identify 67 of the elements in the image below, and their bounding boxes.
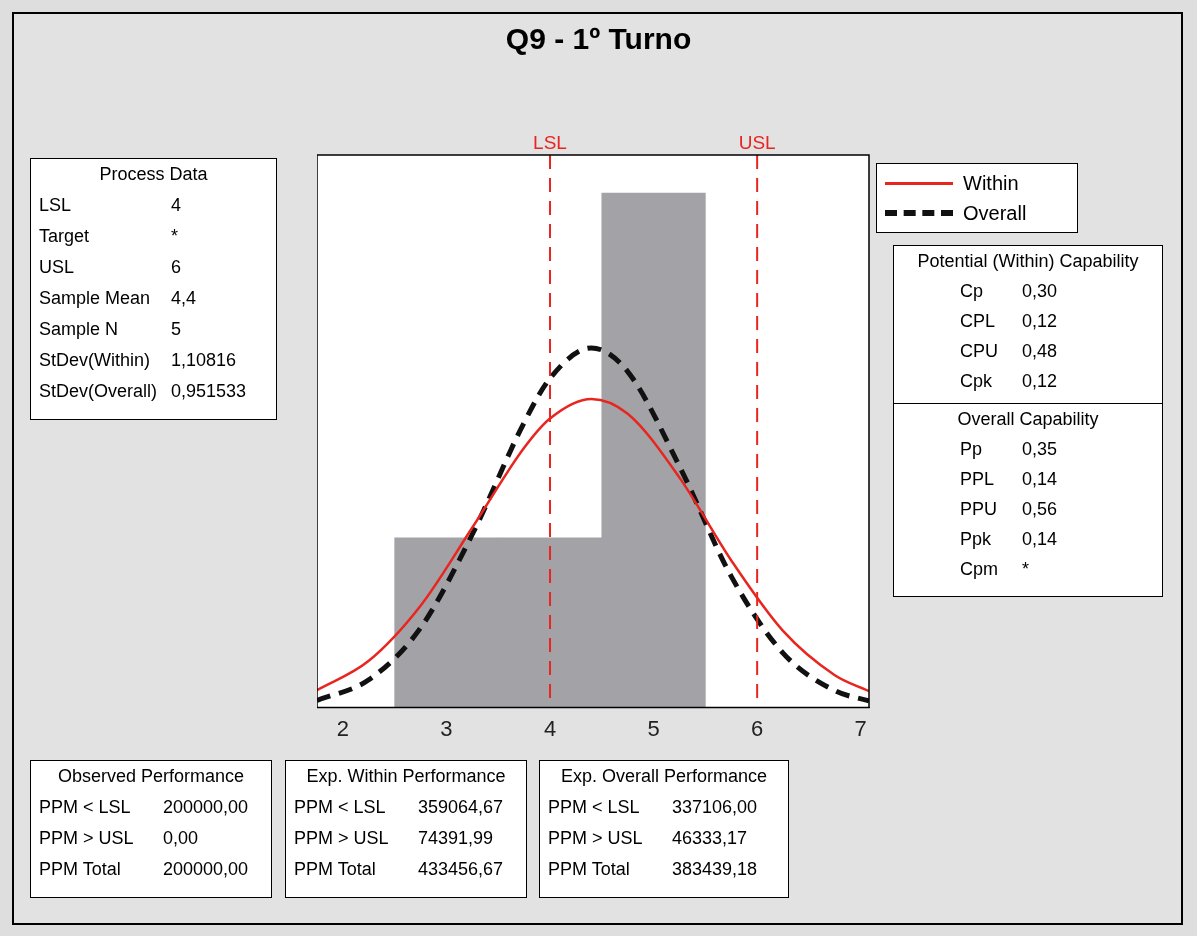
text: LSL: [39, 195, 72, 215]
ref-line-label: USL: [738, 131, 776, 153]
text: 0,12: [1022, 371, 1058, 391]
text: 6: [171, 257, 182, 277]
x-tick-label: 5: [647, 715, 660, 741]
text: 5: [171, 319, 182, 339]
text: 200000,00: [163, 797, 249, 817]
text: 0,14: [1022, 529, 1058, 549]
x-tick-label: 6: [751, 715, 764, 741]
text: PPM Total: [548, 859, 630, 879]
text: 0,30: [1022, 281, 1058, 301]
text: PPL: [960, 469, 995, 489]
text: 46333,17: [672, 828, 748, 848]
text: PPM > USL: [548, 828, 643, 848]
text: USL: [39, 257, 75, 277]
text: StDev(Within): [39, 350, 151, 370]
text: CPU: [960, 341, 999, 361]
text: PPM Total: [39, 859, 121, 879]
text: 0,56: [1022, 499, 1058, 519]
text: Exp. Overall Performance: [559, 766, 769, 788]
text: 200000,00: [163, 859, 249, 879]
text: 0,12: [1022, 311, 1058, 331]
text: Process Data: [98, 164, 209, 186]
text: 0,00: [163, 828, 199, 848]
text: Sample N: [39, 319, 119, 339]
text: Pp: [960, 439, 983, 459]
legend-label: Overall: [963, 201, 1027, 225]
text: 383439,18: [672, 859, 758, 879]
text: StDev(Overall): [39, 381, 158, 401]
text: 0,48: [1022, 341, 1058, 361]
text: PPM < LSL: [294, 797, 386, 817]
text: Cpk: [960, 371, 993, 391]
text: Observed Performance: [56, 766, 246, 788]
text: Cp: [960, 281, 984, 301]
text: 337106,00: [672, 797, 758, 817]
text: 0,14: [1022, 469, 1058, 489]
text: PPM < LSL: [548, 797, 640, 817]
text: 0,35: [1022, 439, 1058, 459]
text: 359064,67: [418, 797, 504, 817]
text: Cpm: [960, 559, 999, 579]
text: 4,4: [171, 288, 197, 308]
x-tick-label: 2: [336, 715, 350, 741]
x-tick-label: 3: [440, 715, 453, 741]
text: 74391,99: [418, 828, 494, 848]
x-tick-label: 4: [543, 715, 557, 741]
text: PPM > USL: [294, 828, 389, 848]
text: PPM < LSL: [39, 797, 131, 817]
x-tick-label: 7: [854, 715, 867, 741]
text: 0,951533: [171, 381, 247, 401]
text: PPM > USL: [39, 828, 134, 848]
text: Overall Capability: [956, 409, 1100, 431]
text: Sample Mean: [39, 288, 151, 308]
text: Target: [39, 226, 90, 246]
ref-line-label: LSL: [533, 131, 567, 153]
text: 433456,67: [418, 859, 504, 879]
text: 4: [171, 195, 182, 215]
text: CPL: [960, 311, 996, 331]
text: *: [1022, 559, 1030, 579]
legend-label: Within: [963, 171, 1019, 195]
chart-title: Q9 - 1º Turno: [504, 22, 693, 56]
text: *: [171, 226, 179, 246]
text: Potential (Within) Capability: [916, 251, 1140, 273]
text: PPU: [960, 499, 998, 519]
text: 1,10816: [171, 350, 237, 370]
text: PPM Total: [294, 859, 376, 879]
text: Ppk: [960, 529, 992, 549]
text: Exp. Within Performance: [305, 766, 507, 788]
